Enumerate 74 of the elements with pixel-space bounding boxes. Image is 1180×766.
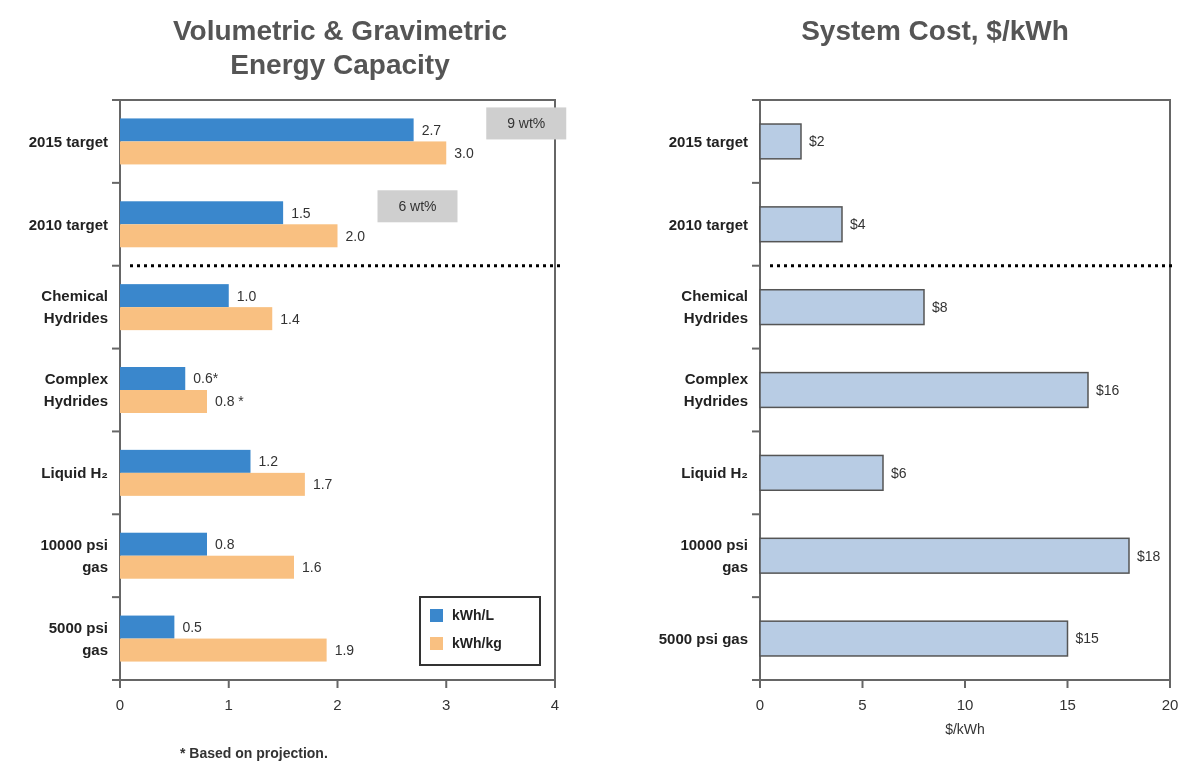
bar bbox=[120, 118, 414, 142]
y-tick-label: Liquid H₂ bbox=[41, 464, 108, 482]
y-tick-label: 10000 psi gas bbox=[40, 535, 108, 575]
data-label: $2 bbox=[809, 133, 825, 150]
bar bbox=[759, 454, 884, 492]
bar bbox=[120, 367, 186, 390]
bar bbox=[120, 201, 284, 225]
y-tick-label: Chemical Hydrides bbox=[681, 287, 748, 327]
y-tick-label: 2010 target bbox=[668, 215, 748, 233]
y-tick-label: Chemical Hydrides bbox=[41, 287, 108, 327]
data-label: 0.8 * bbox=[215, 393, 245, 410]
annotation: 9 wt% bbox=[507, 115, 546, 132]
x-tick-label: 10 bbox=[956, 696, 974, 713]
bar bbox=[120, 638, 327, 662]
bar bbox=[759, 537, 1130, 574]
bar bbox=[759, 620, 1069, 657]
x-axis-title: $/kWh bbox=[945, 721, 985, 737]
chart-title: System Cost, $/kWh bbox=[801, 15, 1069, 46]
y-tick-label: 10000 psi gas bbox=[680, 535, 748, 575]
data-label: 2.7 bbox=[421, 121, 442, 138]
y-tick-label: 2015 target bbox=[668, 132, 748, 150]
data-label: $4 bbox=[850, 216, 866, 233]
bar bbox=[120, 307, 273, 331]
y-tick-label: Complex Hydrides bbox=[683, 370, 749, 410]
x-tick-label: 20 bbox=[1161, 696, 1179, 713]
bar bbox=[120, 472, 305, 496]
data-label: $16 bbox=[1096, 381, 1120, 398]
data-label: 1.5 bbox=[291, 204, 311, 221]
data-label: 0.6* bbox=[193, 370, 219, 387]
x-tick-label: 2 bbox=[333, 696, 342, 713]
data-label: $8 bbox=[932, 299, 948, 316]
data-label: 3.0 bbox=[454, 144, 474, 161]
x-tick-label: 5 bbox=[858, 696, 867, 713]
y-tick-label: 2010 target bbox=[28, 215, 108, 233]
y-tick-label: 2015 target bbox=[28, 132, 108, 150]
bar bbox=[759, 206, 843, 243]
data-label: 1.2 bbox=[258, 453, 279, 470]
legend-label: kWh/L bbox=[452, 606, 495, 623]
bar bbox=[120, 615, 175, 639]
bar bbox=[120, 141, 447, 165]
data-label: 1.4 bbox=[280, 310, 300, 327]
bar bbox=[759, 288, 925, 326]
bar bbox=[120, 284, 229, 308]
text: * Based on projection. bbox=[180, 745, 328, 761]
y-tick-label: Liquid H₂ bbox=[681, 464, 748, 482]
x-tick-label: 0 bbox=[115, 696, 125, 713]
bar bbox=[759, 371, 1089, 409]
data-label: 1.6 bbox=[302, 559, 322, 576]
data-label: 0.8 bbox=[215, 536, 235, 553]
bar bbox=[120, 224, 338, 248]
y-tick-label: 5000 psi gas bbox=[658, 629, 748, 647]
bar bbox=[759, 123, 802, 160]
x-tick-label: 15 bbox=[1059, 696, 1076, 713]
legend-label: kWh/kg bbox=[452, 634, 502, 651]
data-label: $15 bbox=[1075, 630, 1100, 647]
data-label: 0.5 bbox=[182, 618, 203, 635]
bar bbox=[120, 390, 207, 413]
chart-title: Volumetric & Gravimetric Energy Capacity bbox=[172, 15, 508, 80]
data-label: 1.0 bbox=[236, 287, 257, 304]
x-tick-label: 0 bbox=[755, 696, 765, 713]
data-label: $6 bbox=[891, 464, 907, 481]
data-label: 1.7 bbox=[312, 476, 333, 493]
x-tick-label: 4 bbox=[550, 696, 560, 713]
x-tick-label: 1 bbox=[224, 696, 233, 713]
annotation: 6 wt% bbox=[398, 198, 437, 215]
data-label: 2.0 bbox=[345, 227, 366, 244]
y-tick-label: Complex Hydrides bbox=[43, 370, 109, 410]
bar bbox=[120, 555, 294, 579]
bar bbox=[120, 532, 207, 556]
bar bbox=[120, 449, 251, 473]
y-tick-label: 5000 psi gas bbox=[48, 618, 108, 658]
data-label: $18 bbox=[1137, 547, 1161, 564]
data-label: 1.9 bbox=[334, 641, 355, 658]
x-tick-label: 3 bbox=[442, 696, 451, 713]
